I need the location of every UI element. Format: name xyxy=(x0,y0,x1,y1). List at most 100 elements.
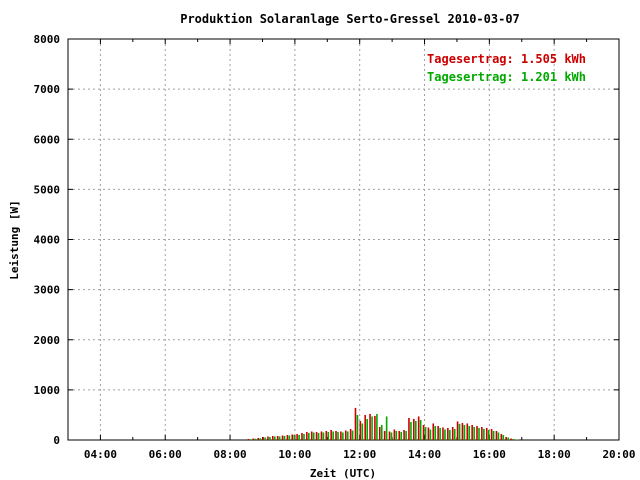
bar-green xyxy=(288,435,291,440)
y-tick-label: 6000 xyxy=(34,133,61,146)
bar-green xyxy=(337,431,339,440)
bar-green xyxy=(356,414,359,440)
bar-red xyxy=(364,414,366,440)
x-tick-label: 14:00 xyxy=(408,448,441,461)
bar-red xyxy=(417,416,420,440)
bar-green xyxy=(395,430,398,440)
bar-green xyxy=(390,432,393,440)
bar-red xyxy=(325,430,328,440)
bar-green xyxy=(419,419,422,440)
bar-red xyxy=(398,430,401,440)
bar-green xyxy=(249,439,252,440)
bar-red xyxy=(403,429,405,440)
bar-red xyxy=(427,427,430,440)
bar-red xyxy=(437,425,439,440)
bar-green xyxy=(269,436,271,440)
bar-red xyxy=(476,425,478,440)
bar-green xyxy=(303,433,305,440)
bar-green xyxy=(478,427,480,440)
bar-green xyxy=(346,431,349,440)
bar-green xyxy=(473,426,475,440)
bar-green xyxy=(317,432,320,440)
y-tick-label: 1000 xyxy=(34,384,61,397)
bar-green xyxy=(342,432,344,440)
bar-red xyxy=(442,427,444,440)
bar-green xyxy=(434,425,437,440)
bar-red xyxy=(432,423,435,440)
bar-red xyxy=(408,417,410,440)
bar-red xyxy=(383,430,386,440)
x-tick-label: 08:00 xyxy=(213,448,246,461)
bar-green xyxy=(415,420,417,440)
bar-green xyxy=(502,434,505,440)
bar-red xyxy=(310,431,313,440)
chart-title: Produktion Solaranlage Serto-Gressel 201… xyxy=(180,12,520,26)
daily-yield-red: Tagesertrag: 1.505 kWh xyxy=(427,52,586,66)
bar-red xyxy=(320,431,323,440)
x-tick-label: 04:00 xyxy=(84,448,117,461)
y-tick-label: 0 xyxy=(53,434,60,447)
bar-green xyxy=(483,428,485,440)
bar-red xyxy=(301,432,303,440)
x-tick-label: 18:00 xyxy=(538,448,571,461)
y-axis-label: Leistung [W] xyxy=(8,200,21,279)
bar-green xyxy=(487,429,490,440)
bar-green xyxy=(458,423,461,440)
bar-green xyxy=(453,428,456,440)
bar-red xyxy=(306,431,308,440)
x-tick-label: 12:00 xyxy=(343,448,376,461)
y-tick-label: 5000 xyxy=(34,183,61,196)
bar-green xyxy=(259,438,262,440)
bar-green xyxy=(380,424,383,440)
bar-red xyxy=(267,436,269,440)
bar-red xyxy=(490,428,493,440)
bar-green xyxy=(351,430,354,440)
bar-green xyxy=(463,424,466,440)
bar-green xyxy=(332,431,334,440)
bar-red xyxy=(510,438,512,440)
bar-red xyxy=(495,430,498,440)
bar-green xyxy=(449,429,451,440)
bar-red xyxy=(349,428,352,440)
bar-red xyxy=(485,427,488,440)
bar-green xyxy=(254,438,257,440)
y-tick-label: 3000 xyxy=(34,284,61,297)
bar-red xyxy=(257,437,260,440)
bar-red xyxy=(359,420,362,440)
bar-green xyxy=(361,423,364,440)
y-tick-label: 8000 xyxy=(34,33,61,46)
y-tick-label: 7000 xyxy=(34,83,61,96)
bar-red xyxy=(330,429,332,440)
bar-red xyxy=(388,431,391,440)
x-tick-label: 20:00 xyxy=(602,448,635,461)
bar-red xyxy=(481,426,483,440)
x-tick-labels: 04:00 06:00 08:00 10:00 12:00 14:00 16:00 18:00… xyxy=(84,448,636,461)
bar-green xyxy=(385,416,388,440)
bar-red xyxy=(344,430,347,440)
bar-red xyxy=(296,433,298,440)
bar-red xyxy=(447,427,449,440)
bar-red xyxy=(500,433,503,440)
bar-red xyxy=(335,430,337,440)
bar-red xyxy=(505,436,507,440)
bar-green xyxy=(308,432,310,440)
x-tick-label: 16:00 xyxy=(473,448,506,461)
bar-red xyxy=(456,421,459,440)
bar-red xyxy=(466,423,469,440)
bar-red xyxy=(315,431,318,440)
bar-red xyxy=(340,431,342,440)
bar-green xyxy=(429,429,432,440)
y-tick-label: 4000 xyxy=(34,234,61,247)
bar-green xyxy=(424,426,427,440)
bar-red xyxy=(461,422,464,440)
bar-green xyxy=(405,430,407,440)
bar-green xyxy=(274,436,276,440)
bar-red xyxy=(262,436,264,440)
bar-red xyxy=(354,407,357,440)
x-tick-label: 10:00 xyxy=(278,448,311,461)
y-tick-label: 2000 xyxy=(34,334,61,347)
bar-green xyxy=(293,434,296,440)
bar-red xyxy=(276,435,279,440)
bar-green xyxy=(468,425,471,440)
